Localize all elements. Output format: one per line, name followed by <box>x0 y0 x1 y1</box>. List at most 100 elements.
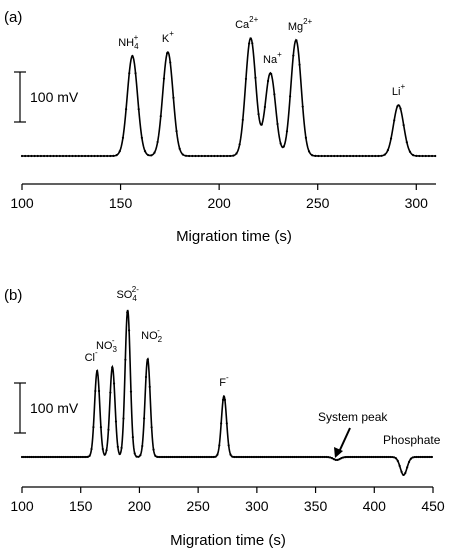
data-point <box>253 455 257 459</box>
data-point <box>208 455 211 459</box>
data-point <box>87 154 90 158</box>
data-point <box>254 76 257 79</box>
data-point <box>137 455 140 458</box>
ion-charge: 2- <box>132 285 139 294</box>
ion-symbol: Mg <box>288 21 303 33</box>
data-point <box>27 154 30 158</box>
data-point <box>225 422 228 425</box>
data-point <box>307 150 311 153</box>
data-point <box>24 455 27 459</box>
data-point <box>238 455 242 459</box>
data-point <box>405 141 408 144</box>
data-point <box>28 455 31 459</box>
signal-line <box>22 37 436 157</box>
data-point <box>321 455 324 459</box>
data-point <box>154 454 157 458</box>
data-point <box>276 122 279 126</box>
panel-a-scale-bar: 100 mV <box>14 71 79 123</box>
data-point <box>280 455 283 459</box>
x-tick-label: 300 <box>245 498 269 514</box>
data-point <box>298 63 301 66</box>
data-point <box>389 455 392 459</box>
data-point <box>35 455 39 459</box>
data-point <box>392 456 396 459</box>
data-point <box>137 108 140 111</box>
ion-charge: - <box>95 348 98 357</box>
peak-label: NO2- <box>141 326 163 344</box>
data-point <box>195 455 198 459</box>
data-point <box>56 455 59 459</box>
data-point <box>364 154 367 158</box>
x-tick-label: 150 <box>109 195 133 211</box>
panel-b: (b) 100 mV 100 150 200 250 300 350 400 450 Cl-N… <box>4 285 445 549</box>
data-point <box>188 455 191 459</box>
data-point <box>274 455 277 459</box>
data-point <box>163 455 166 459</box>
data-point <box>216 453 219 456</box>
data-point <box>36 154 39 158</box>
data-point <box>55 154 58 158</box>
data-point <box>106 154 109 158</box>
data-point <box>118 150 121 153</box>
data-point <box>75 455 78 459</box>
data-point <box>139 454 142 457</box>
data-point <box>372 455 375 459</box>
data-point <box>320 154 323 158</box>
data-point <box>327 456 330 459</box>
data-point <box>88 454 91 457</box>
x-tick-label: 300 <box>405 195 429 211</box>
data-point <box>184 455 187 459</box>
data-point <box>323 455 326 459</box>
data-point <box>308 455 311 459</box>
data-point <box>412 154 415 157</box>
data-point <box>73 455 76 459</box>
data-point <box>124 358 127 361</box>
peak-label-text: Ca2+ <box>235 15 259 31</box>
data-point <box>232 154 235 157</box>
data-point <box>268 455 272 459</box>
data-point <box>338 458 341 461</box>
ion-charge: 2+ <box>303 17 312 26</box>
data-point <box>353 455 356 459</box>
data-point <box>115 154 118 157</box>
data-point <box>127 329 131 332</box>
data-point <box>45 455 48 459</box>
ion-symbol: NO <box>96 340 113 352</box>
data-point <box>180 455 183 459</box>
data-point <box>330 154 333 158</box>
data-point <box>74 154 77 158</box>
data-point <box>283 455 287 459</box>
data-point <box>386 149 389 152</box>
data-point <box>167 455 170 459</box>
data-point <box>105 448 108 452</box>
data-point <box>93 154 96 158</box>
data-point <box>391 455 394 459</box>
data-point <box>367 154 371 158</box>
data-point <box>265 455 268 459</box>
data-point <box>400 470 403 473</box>
data-point <box>32 455 35 459</box>
data-point <box>71 154 74 158</box>
data-point <box>49 455 52 459</box>
data-point <box>64 455 67 459</box>
data-point <box>282 455 285 459</box>
data-point <box>434 154 437 158</box>
data-point <box>191 455 195 459</box>
data-point <box>345 455 349 459</box>
data-point <box>99 154 102 158</box>
data-point <box>421 455 424 459</box>
ion-charge: + <box>277 50 282 59</box>
ion-symbol: F <box>219 377 226 389</box>
data-point <box>43 455 46 459</box>
signal-line <box>22 309 433 476</box>
data-point <box>298 455 302 459</box>
data-point <box>169 455 172 459</box>
data-point <box>430 455 433 459</box>
data-point <box>276 455 279 459</box>
data-point <box>332 458 335 461</box>
data-point <box>33 154 36 158</box>
data-point <box>394 457 397 460</box>
x-tick-label: 200 <box>207 195 231 211</box>
data-point <box>267 455 270 459</box>
